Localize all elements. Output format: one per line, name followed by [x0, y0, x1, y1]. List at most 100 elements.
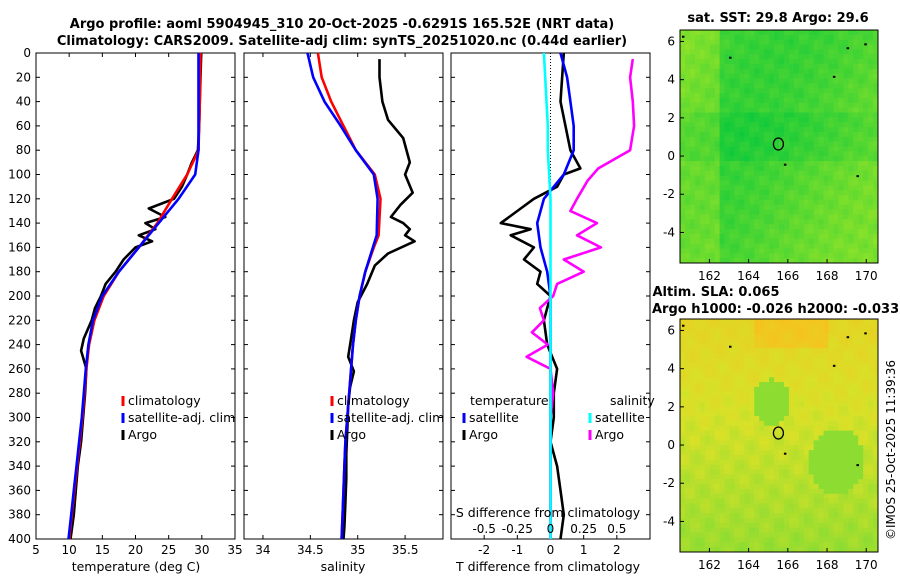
- map-cell: [724, 73, 730, 79]
- map-cell: [853, 233, 859, 240]
- map-cell: [813, 161, 819, 167]
- map-cell: [684, 161, 691, 167]
- map-cell: [788, 391, 795, 398]
- map-cell: [808, 204, 815, 210]
- map-cell: [863, 323, 869, 330]
- map-cell: [719, 396, 725, 402]
- map-cell: [818, 396, 824, 402]
- map-cell: [724, 30, 730, 36]
- map-cell: [793, 248, 800, 254]
- map-cell: [853, 165, 859, 172]
- map-cell: [803, 386, 810, 393]
- map-cell: [689, 112, 696, 118]
- map-cell: [680, 117, 686, 123]
- map-cell: [774, 459, 780, 466]
- map-cell: [709, 175, 716, 181]
- map-cell: [779, 102, 785, 109]
- map-cell: [689, 430, 696, 436]
- map-cell: [689, 522, 696, 529]
- map-cell: [863, 445, 869, 451]
- map-cell: [689, 464, 696, 470]
- map-cell: [759, 328, 765, 334]
- map-cell: [689, 131, 696, 138]
- map-cell: [689, 333, 696, 339]
- map-cell: [838, 474, 844, 480]
- map-cell: [818, 107, 824, 113]
- map-cell: [719, 532, 725, 538]
- map-cell: [838, 425, 844, 432]
- map-cell: [764, 440, 770, 446]
- map-cell: [764, 156, 770, 162]
- map-cell: [833, 343, 839, 349]
- map-cell: [744, 547, 750, 553]
- map-cell: [764, 146, 770, 152]
- map-cell: [729, 411, 735, 417]
- map-cell: [739, 362, 745, 368]
- map-cell: [848, 527, 854, 533]
- map-cell: [694, 459, 701, 466]
- map-cell: [833, 175, 839, 181]
- map-cell: [793, 219, 800, 225]
- map-cell: [783, 391, 790, 398]
- island-mark: [681, 35, 685, 38]
- map-cell: [764, 372, 770, 378]
- map-cell: [818, 386, 824, 393]
- map-cell: [833, 537, 839, 543]
- map-cell: [739, 78, 745, 84]
- map-cell: [823, 195, 829, 201]
- map-cell: [823, 83, 829, 89]
- map-cell: [783, 151, 790, 157]
- y-tick-label: -2: [663, 476, 675, 490]
- map-cell: [684, 131, 691, 138]
- map-cell: [853, 151, 859, 157]
- map-cell: [774, 498, 780, 504]
- map-cell: [798, 131, 805, 138]
- map-cell: [828, 338, 834, 344]
- map-cell: [833, 401, 839, 407]
- map-cell: [680, 352, 686, 359]
- map-cell: [833, 372, 839, 378]
- map-cell: [764, 430, 770, 436]
- map-cell: [833, 406, 839, 412]
- map-cell: [813, 63, 819, 70]
- map-cell: [764, 328, 770, 334]
- map-cell: [734, 372, 740, 378]
- map-cell: [783, 224, 790, 230]
- map-cell: [709, 542, 716, 548]
- map-cell: [823, 488, 829, 495]
- map-cell: [858, 440, 864, 446]
- map-cell: [774, 323, 780, 330]
- map-cell: [863, 68, 869, 75]
- map-cell: [764, 518, 770, 524]
- map-cell: [754, 107, 760, 113]
- map-cell: [838, 195, 844, 201]
- map-cell: [828, 498, 834, 504]
- map-cell: [764, 131, 770, 138]
- map-cell: [779, 199, 785, 206]
- map-cell: [803, 107, 810, 113]
- map-cell: [774, 30, 780, 36]
- map-cell: [788, 474, 795, 480]
- map-cell: [823, 34, 829, 41]
- map-cell: [868, 382, 874, 388]
- map-cell: [724, 479, 730, 485]
- map-cell: [704, 323, 711, 330]
- map-cell: [759, 527, 765, 533]
- map-cell: [779, 474, 785, 480]
- map-cell: [729, 180, 735, 186]
- map-cell: [749, 34, 755, 41]
- map-cell: [813, 362, 819, 368]
- map-cell: [749, 357, 755, 364]
- map-cell: [689, 34, 696, 41]
- map-cell: [833, 440, 839, 446]
- map-cell: [759, 459, 765, 466]
- map-cell: [719, 343, 725, 349]
- map-cell: [684, 435, 691, 441]
- map-cell: [843, 219, 849, 225]
- map-cell: [833, 185, 839, 191]
- map-cell: [689, 537, 696, 543]
- map-cell: [694, 474, 701, 480]
- map-cell: [833, 362, 839, 368]
- map-cell: [843, 435, 849, 441]
- map-cell: [754, 63, 760, 70]
